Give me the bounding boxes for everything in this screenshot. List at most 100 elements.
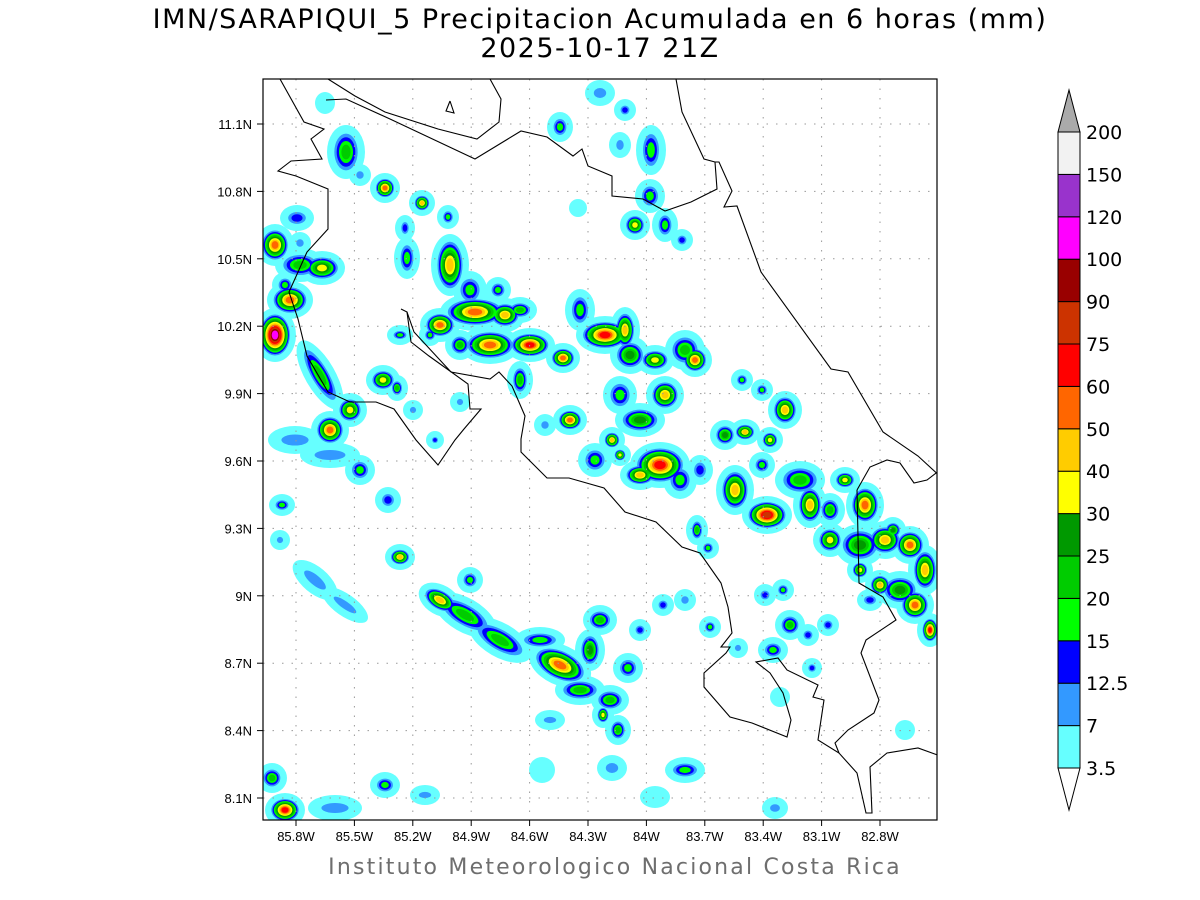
precip-contour [675, 474, 685, 486]
lon-tick-label: 84.9W [452, 829, 490, 844]
footer-credit: Instituto Meteorologico Nacional Costa R… [328, 855, 902, 880]
precip-contour [759, 387, 765, 393]
precip-contour [770, 804, 780, 812]
precip-contour [624, 664, 632, 672]
precip-contour [781, 406, 789, 414]
precip-contour [418, 791, 432, 799]
precip-contour [601, 712, 605, 718]
precip-contour [599, 331, 611, 339]
precip-contour [326, 426, 334, 434]
colorbar-swatch [1057, 258, 1081, 303]
precip-contour [384, 496, 392, 504]
precip-contour [569, 199, 587, 217]
coastline [327, 79, 502, 140]
precip-contour [767, 437, 773, 443]
lat-tick-label: 8.4N [225, 724, 252, 739]
precip-contour [696, 465, 704, 475]
precip-contour [456, 341, 464, 349]
precip-contour [928, 627, 932, 633]
colorbar-label: 7 [1086, 716, 1098, 738]
precip-contour [567, 417, 573, 423]
coastline [406, 311, 937, 814]
colorbar-label: 30 [1086, 504, 1110, 526]
precip-contour [381, 781, 389, 789]
precip-contour [651, 357, 659, 363]
colorbar-label: 25 [1086, 546, 1110, 568]
precip-contour [271, 241, 279, 249]
colorbar-swatch [1057, 428, 1081, 472]
precip-contour [806, 500, 814, 510]
precip-contour [826, 505, 834, 515]
colorbar-swatch [1057, 173, 1081, 218]
precip-contour [694, 526, 700, 534]
precip-contour [894, 585, 906, 595]
colorbar-swatch [1057, 301, 1081, 345]
precip-contour [622, 107, 628, 113]
precip-contour [456, 398, 464, 406]
precip-contour [314, 450, 346, 460]
colorbar-swatch [1057, 513, 1081, 557]
precip-contour [625, 350, 635, 360]
precip-contour [632, 222, 638, 228]
colorbar-label: 75 [1086, 334, 1110, 356]
precip-contour [809, 665, 815, 671]
colorbar-label: 3.5 [1086, 758, 1116, 780]
precip-contour [543, 716, 557, 724]
precip-contour [281, 807, 289, 813]
precip-contour [615, 389, 625, 401]
precip-contour [880, 536, 890, 544]
precip-contour [911, 601, 919, 609]
precip-contour [609, 437, 615, 443]
precip-contour [906, 541, 914, 549]
precip-contour [861, 500, 869, 510]
precip-contour [403, 251, 411, 265]
precip-contour [560, 355, 566, 361]
precip-contour [333, 596, 357, 614]
precip-contour [770, 687, 790, 707]
precip-contour [394, 385, 400, 391]
colorbar: 3.5 7 12.5 15 20 25 30 40 50 60 75 90 100 120 150 200 [1057, 88, 1128, 812]
precip-contour [681, 596, 689, 604]
precip-contour [622, 325, 628, 335]
precip-contour [419, 200, 425, 206]
precip-contour [640, 786, 670, 808]
precip-contour [633, 416, 647, 424]
colorbar-label: 150 [1086, 164, 1122, 186]
lon-tick-label: 83.4W [744, 829, 782, 844]
coastline [276, 79, 483, 466]
lon-tick-label: 82.8W [861, 829, 899, 844]
precip-contour [291, 214, 303, 222]
precip-contour [615, 726, 621, 734]
precip-contour [646, 191, 654, 201]
precip-contour [890, 527, 896, 533]
precip-contour [313, 364, 327, 386]
colorbar-swatch [1057, 725, 1081, 769]
lat-tick-label: 10.2N [217, 319, 252, 334]
colorbar-swatch [1057, 131, 1081, 175]
precip-contour [315, 92, 335, 114]
precip-contour [758, 461, 766, 469]
coastline [445, 100, 455, 114]
precip-contour [679, 344, 691, 356]
precip-contour [276, 536, 284, 544]
colorbar-swatch [1057, 343, 1081, 387]
precip-contour [281, 434, 309, 446]
lon-tick-label: 83.7W [686, 829, 724, 844]
precip-contour [636, 472, 644, 478]
precip-contour [271, 330, 279, 340]
precip-contour [826, 536, 834, 544]
lon-tick-label: 85.5W [336, 829, 374, 844]
precip-contour [786, 621, 794, 629]
precip-contour [721, 431, 729, 439]
colorbar-label: 200 [1086, 122, 1122, 144]
precip-contour [304, 570, 326, 590]
precip-contour [341, 144, 351, 160]
precip-contour [268, 774, 276, 782]
precip-contour [593, 88, 607, 98]
precip-contour [679, 237, 685, 243]
precip-contour [321, 803, 349, 813]
precip-contour [590, 455, 600, 465]
precip-contour [853, 540, 867, 550]
precip-contour [692, 357, 698, 363]
